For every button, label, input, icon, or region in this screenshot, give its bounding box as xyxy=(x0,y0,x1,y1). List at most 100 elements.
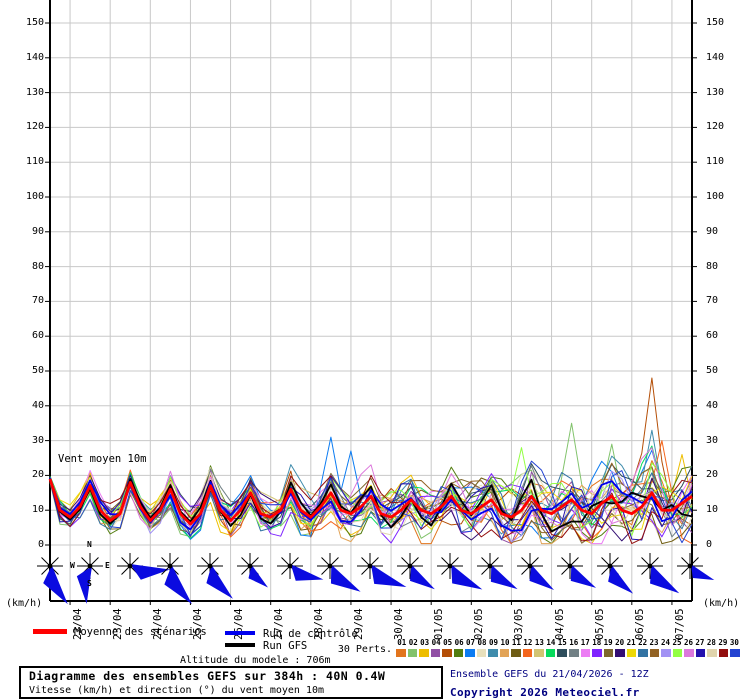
y-axis-label-right: 60 xyxy=(706,330,719,342)
ensemble-member-line-24 xyxy=(49,470,693,543)
wind-direction-arrow xyxy=(330,564,361,592)
member-swatch-12 xyxy=(522,649,533,657)
wind-direction-arrow xyxy=(248,564,268,588)
wind-direction-arrow xyxy=(43,565,68,605)
member-swatch-04 xyxy=(430,649,441,657)
wind-direction-arrow xyxy=(371,564,407,587)
y-axis-label-right: 140 xyxy=(706,51,725,63)
y-axis-label-left: 20 xyxy=(31,469,44,481)
member-number-row: 01 02 03 04 05 06 07 08 09 10 11 12 13 14 15 16 17 18 19 20… xyxy=(396,638,740,647)
compass-e-label: E xyxy=(105,561,110,570)
y-axis-label-right: 40 xyxy=(706,399,719,411)
date-label: 03/05 xyxy=(513,608,526,640)
date-label: 05/05 xyxy=(593,608,606,640)
ensemble-member-line-10 xyxy=(49,476,693,545)
compass-s-label: S xyxy=(87,579,92,588)
chart-title: Diagramme des ensembles GEFS sur 384h : … xyxy=(29,669,386,683)
member-swatch-29 xyxy=(718,649,729,657)
member-number-29: 29 xyxy=(718,638,728,647)
y-axis-label-left: 90 xyxy=(31,225,44,237)
wind-rose-center xyxy=(127,563,133,569)
wind-direction-arrow xyxy=(529,564,555,591)
y-axis-label-left: 150 xyxy=(25,17,44,28)
member-number-30: 30 xyxy=(729,638,739,647)
wind-direction-arrow xyxy=(76,566,92,604)
date-label: 26/04 xyxy=(232,608,245,640)
y-axis-label-left: 120 xyxy=(25,121,44,133)
y-axis-label-right: 90 xyxy=(706,225,719,237)
member-swatch-30 xyxy=(730,649,740,657)
ensemble-member-line-29 xyxy=(49,474,693,545)
wind-rose-center xyxy=(647,563,653,569)
member-number-09: 09 xyxy=(488,638,498,647)
member-number-04: 04 xyxy=(431,638,441,647)
y-axis-label-right: 120 xyxy=(706,121,725,133)
date-label: 30/04 xyxy=(393,608,406,640)
y-axis-label-right: 30 xyxy=(706,434,719,446)
y-axis-label-left: 80 xyxy=(31,260,44,272)
member-swatch-11 xyxy=(511,649,521,657)
member-number-27: 27 xyxy=(695,638,705,647)
wind-rose-center xyxy=(167,563,173,569)
wind-rose-center xyxy=(687,563,693,569)
y-axis-label-left: 0 xyxy=(37,539,44,550)
y-axis-label-right: 50 xyxy=(706,365,719,376)
member-number-25: 25 xyxy=(672,638,682,647)
wind-rose-center xyxy=(87,563,93,569)
member-swatch-19 xyxy=(603,649,614,657)
member-number-20: 20 xyxy=(615,638,625,647)
wind-rose-center xyxy=(567,563,573,569)
wind-direction-arrow xyxy=(206,564,233,599)
y-axis-label-right: 130 xyxy=(706,86,725,98)
wind-direction-arrow xyxy=(608,564,634,594)
member-number-05: 05 xyxy=(443,638,453,647)
wind-rose-center xyxy=(367,563,373,569)
y-axis-label-right: 100 xyxy=(706,191,725,202)
y-axis-label-right: 80 xyxy=(706,260,719,272)
mean-line xyxy=(48,478,693,526)
y-axis-label-left: 100 xyxy=(25,191,44,202)
member-number-22: 22 xyxy=(638,638,648,647)
member-number-19: 19 xyxy=(603,638,613,647)
date-label: 01/05 xyxy=(433,608,446,640)
member-number-17: 17 xyxy=(580,638,590,647)
wind-rose-center xyxy=(287,563,293,569)
date-label: 07/05 xyxy=(673,608,686,640)
member-swatch-05 xyxy=(442,649,452,657)
member-number-07: 07 xyxy=(466,638,476,647)
wind-rose-center xyxy=(247,563,253,569)
member-number-14: 14 xyxy=(546,638,556,647)
copyright-label: Copyright 2026 Meteociel.fr xyxy=(450,686,640,699)
y-axis-label-right: 0 xyxy=(706,539,713,550)
compass-w-label: W xyxy=(70,561,75,570)
wind-direction-arrow xyxy=(410,564,435,590)
unit-label-right: (km/h) xyxy=(703,598,740,609)
wind-rose-center xyxy=(407,563,413,569)
wind-direction-arrow xyxy=(691,564,715,580)
member-swatch-17 xyxy=(580,649,591,657)
member-swatch-08 xyxy=(476,649,487,657)
y-axis-label-left: 10 xyxy=(31,504,44,516)
date-label: 02/05 xyxy=(473,608,486,640)
member-number-03: 03 xyxy=(420,638,430,647)
legend-gfs-label: Run GFS xyxy=(263,640,308,652)
member-number-18: 18 xyxy=(592,638,602,647)
wind-rose-center xyxy=(207,563,213,569)
wind-direction-arrow xyxy=(570,564,597,588)
compass-n-label: N xyxy=(87,540,92,549)
y-axis-label-left: 50 xyxy=(31,365,44,376)
member-number-23: 23 xyxy=(649,638,659,647)
y-axis-label-left: 110 xyxy=(25,156,44,168)
member-number-21: 21 xyxy=(626,638,636,647)
wind-rose-center xyxy=(447,563,453,569)
member-number-06: 06 xyxy=(454,638,464,647)
wind-direction-arrow xyxy=(650,564,680,594)
member-swatch-10 xyxy=(499,649,510,657)
member-swatch-01 xyxy=(396,649,406,657)
member-number-08: 08 xyxy=(477,638,487,647)
member-color-row xyxy=(396,649,740,657)
member-number-15: 15 xyxy=(557,638,567,647)
member-number-24: 24 xyxy=(661,638,671,647)
